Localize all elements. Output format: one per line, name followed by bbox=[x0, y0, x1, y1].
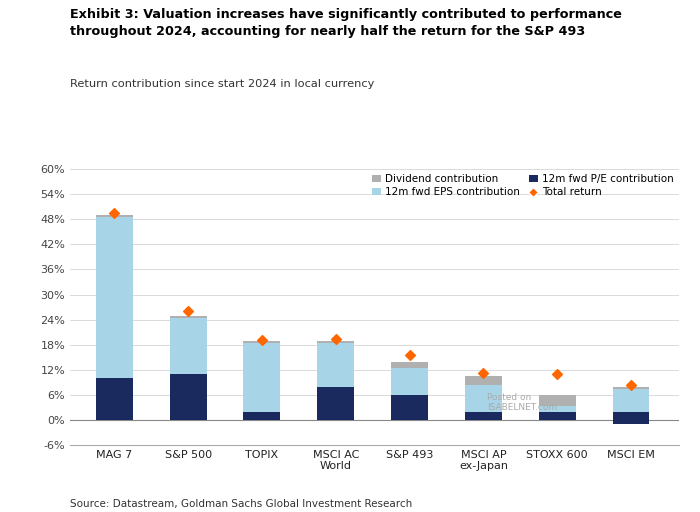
Bar bbox=[244, 343, 281, 412]
Point bbox=[330, 335, 342, 344]
Bar bbox=[169, 374, 206, 420]
Bar bbox=[96, 215, 133, 217]
Bar bbox=[465, 412, 502, 420]
Bar bbox=[539, 406, 575, 412]
Text: Return contribution since start 2024 in local currency: Return contribution since start 2024 in … bbox=[70, 79, 375, 90]
Text: Source: Datastream, Goldman Sachs Global Investment Research: Source: Datastream, Goldman Sachs Global… bbox=[70, 499, 412, 509]
Point bbox=[404, 351, 415, 359]
Text: Posted on
ISABELNET.com: Posted on ISABELNET.com bbox=[487, 393, 557, 412]
Bar bbox=[244, 340, 281, 343]
Point bbox=[256, 336, 267, 344]
Point bbox=[625, 380, 636, 389]
Legend: Dividend contribution, 12m fwd EPS contribution, 12m fwd P/E contribution, Total: Dividend contribution, 12m fwd EPS contr… bbox=[372, 174, 674, 197]
Bar bbox=[96, 378, 133, 420]
Bar bbox=[391, 361, 428, 368]
Bar bbox=[612, 387, 650, 389]
Bar bbox=[391, 395, 428, 420]
Bar bbox=[317, 387, 354, 420]
Bar bbox=[317, 343, 354, 387]
Bar bbox=[612, 389, 650, 412]
Bar bbox=[465, 385, 502, 412]
Text: Exhibit 3: Valuation increases have significantly contributed to performance
thr: Exhibit 3: Valuation increases have sign… bbox=[70, 8, 622, 38]
Bar bbox=[539, 395, 575, 406]
Bar bbox=[612, 412, 650, 420]
Bar bbox=[539, 412, 575, 420]
Bar bbox=[96, 217, 133, 378]
Point bbox=[108, 209, 120, 217]
Bar bbox=[169, 317, 206, 374]
Bar bbox=[612, 420, 650, 424]
Bar bbox=[465, 376, 502, 385]
Bar bbox=[391, 368, 428, 395]
Bar bbox=[169, 315, 206, 317]
Point bbox=[183, 307, 194, 315]
Point bbox=[478, 369, 489, 377]
Bar bbox=[317, 340, 354, 343]
Point bbox=[552, 370, 563, 378]
Bar bbox=[244, 412, 281, 420]
